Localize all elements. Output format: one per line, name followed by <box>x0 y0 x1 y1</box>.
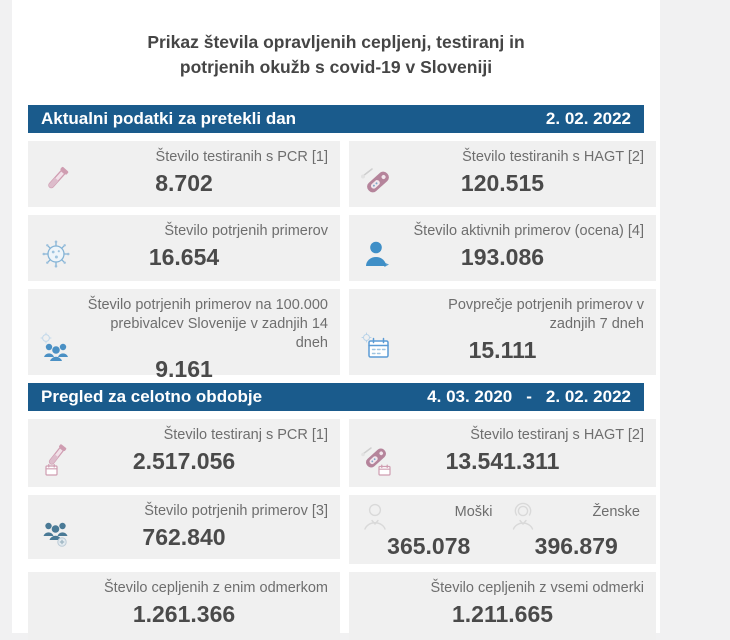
person-icon <box>359 236 395 272</box>
card-tested-hagt: Število testiranih s HAGT [2] 120.515 <box>349 141 656 207</box>
card-per-100k: Število potrjenih primerov na 100.000 pr… <box>28 289 340 382</box>
card-per-100k-label: Število potrjenih primerov na 100.000 pr… <box>87 297 328 351</box>
section2-header-label: Pregled za celotno obdobje <box>41 387 263 406</box>
section2-date-start: 4. 03. 2020 <box>427 387 513 406</box>
card-avg-7-days-label: Povprečje potrjenih primerov v zadnjih 7… <box>448 297 644 332</box>
card-total-hagt-label: Število testiranj s HAGT [2] <box>470 427 644 443</box>
card-avg-7-days-value: 15.111 <box>468 337 537 363</box>
section2-card-grid: Število testiranj s PCR [1] 2.517.056 <box>28 419 656 640</box>
card-tested-hagt-value: 120.515 <box>460 170 545 196</box>
gender-male-value: 365.078 <box>387 533 471 559</box>
card-total-pcr: Število testiranj s PCR [1] 2.517.056 <box>28 419 340 487</box>
gender-female-half: Ženske 396.879 <box>507 500 647 564</box>
dashboard-panel: Prikaz števila opravljenih cepljenj, tes… <box>12 0 660 640</box>
card-vaccinated-one-dose-value: 1.261.366 <box>132 601 236 627</box>
section1-header-label: Aktualni podatki za pretekli dan <box>41 109 297 128</box>
section2-date-separator: - <box>526 387 532 406</box>
calendar-virus-icon <box>359 330 395 366</box>
card-vaccinated-all-doses-value: 1.211.665 <box>451 601 554 627</box>
card-tested-pcr: Število testiranih s PCR [1] 8.702 <box>28 141 340 207</box>
page-title-line1: Prikaz števila opravljenih cepljenj, tes… <box>147 32 525 52</box>
people-virus-icon <box>38 330 74 366</box>
card-total-pcr-value: 2.517.056 <box>132 448 236 474</box>
card-total-confirmed: Število potrjenih primerov [3] 762.840 <box>28 495 340 559</box>
pcr-tube-icon <box>38 162 74 198</box>
card-tested-pcr-value: 8.702 <box>155 170 213 196</box>
card-active-cases-label: Število aktivnih primerov (ocena) [4] <box>413 223 645 239</box>
card-gender-split: Moški 365.078 <box>349 495 656 564</box>
card-total-hagt-value: 13.541.311 <box>445 448 560 474</box>
card-per-100k-value: 9.161 <box>155 356 213 382</box>
hagt-test-icon <box>359 162 395 198</box>
card-confirmed-cases: Število potrjenih primerov 16.654 <box>28 215 340 281</box>
section1-header-date: 2. 02. 2022 <box>545 109 631 128</box>
section1-header-bar: Aktualni podatki za pretekli dan 2. 02. … <box>28 105 644 133</box>
card-vaccinated-all-doses: Število cepljenih z vsemi odmerki 1.211.… <box>349 572 656 640</box>
card-total-pcr-label: Število testiranj s PCR [1] <box>163 427 328 443</box>
card-confirmed-cases-value: 16.654 <box>148 244 220 270</box>
hagt-test-calendar-icon <box>359 442 395 478</box>
card-vaccinated-all-doses-label: Število cepljenih z vsemi odmerki <box>430 580 644 596</box>
card-vaccinated-one-dose-label: Število cepljenih z enim odmerkom <box>103 580 328 596</box>
card-tested-hagt-label: Število testiranih s HAGT [2] <box>462 149 644 165</box>
card-avg-7-days: Povprečje potrjenih primerov v zadnjih 7… <box>349 289 656 375</box>
card-total-confirmed-label: Število potrjenih primerov [3] <box>144 503 328 519</box>
section2-header-dates: 4. 03. 2020 - 2. 02. 2022 <box>427 387 631 407</box>
gender-male-label: Moški <box>454 504 493 520</box>
female-icon <box>507 500 539 532</box>
gender-female-label: Ženske <box>592 504 640 520</box>
card-active-cases: Število aktivnih primerov (ocena) [4] 19… <box>349 215 656 281</box>
card-active-cases-value: 193.086 <box>460 244 545 270</box>
virus-icon <box>38 236 74 272</box>
card-vaccinated-one-dose: Število cepljenih z enim odmerkom 1.261.… <box>28 572 340 640</box>
section2-header-bar: Pregled za celotno obdobje 4. 03. 2020 -… <box>28 383 644 411</box>
pcr-tube-calendar-icon <box>38 442 74 478</box>
people-plus-icon <box>38 514 74 550</box>
card-total-hagt: Število testiranj s HAGT [2] 13.541.311 <box>349 419 656 487</box>
page-title-line2: potrjenih okužb s covid-19 v Sloveniji <box>179 57 493 77</box>
gender-male-half: Moški 365.078 <box>359 500 499 564</box>
gender-female-value: 396.879 <box>534 533 618 559</box>
section1-card-grid: Število testiranih s PCR [1] 8.702 Števi… <box>28 141 656 382</box>
card-total-confirmed-value: 762.840 <box>142 524 226 550</box>
card-tested-pcr-label: Število testiranih s PCR [1] <box>155 149 328 165</box>
section2-date-end: 2. 02. 2022 <box>545 387 631 406</box>
male-icon <box>359 500 391 532</box>
card-confirmed-cases-label: Število potrjenih primerov <box>164 223 328 239</box>
page-title: Prikaz števila opravljenih cepljenj, tes… <box>28 30 644 80</box>
